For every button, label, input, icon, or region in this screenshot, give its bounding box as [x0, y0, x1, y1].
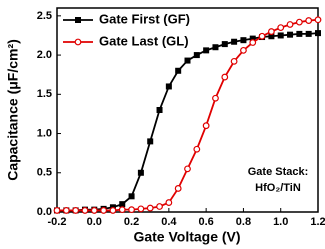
x-tick-label: 0.2 — [124, 216, 139, 228]
x-tick-label: 1.0 — [273, 216, 288, 228]
data-point — [267, 28, 275, 35]
data-point — [305, 17, 313, 24]
data-point — [165, 83, 172, 90]
legend-marker — [74, 38, 82, 46]
data-point — [277, 32, 284, 39]
data-point — [100, 207, 108, 214]
data-point — [118, 206, 126, 214]
data-point — [202, 122, 210, 130]
x-tick-label: -0.2 — [48, 216, 67, 228]
data-point — [137, 169, 144, 176]
data-point — [128, 206, 135, 214]
x-tick-label: 0.0 — [87, 216, 102, 228]
data-point — [296, 30, 303, 37]
annotation: HfO₂/TiN — [255, 182, 301, 194]
x-tick-label: 0.4 — [161, 216, 177, 228]
data-point — [212, 94, 219, 102]
data-point — [165, 199, 173, 206]
data-point — [128, 193, 135, 200]
y-tick-label: 2.5 — [37, 10, 52, 22]
data-point — [62, 207, 70, 214]
data-point — [305, 30, 312, 37]
y-tick-label: 2.0 — [37, 49, 52, 61]
data-point — [109, 207, 117, 214]
data-point — [231, 38, 238, 45]
x-tick-label: 0.8 — [236, 216, 251, 228]
data-point — [193, 145, 201, 153]
data-point — [268, 33, 275, 40]
data-point — [249, 39, 257, 46]
data-point — [258, 32, 266, 40]
data-point — [53, 207, 61, 214]
data-point — [146, 204, 154, 212]
data-point — [137, 205, 145, 213]
data-point — [174, 185, 182, 192]
y-axis-label: Capacitance (μF/cm²) — [5, 39, 21, 181]
data-point — [81, 207, 89, 214]
data-point — [277, 24, 285, 32]
x-tick-label: 0.6 — [198, 216, 213, 228]
x-tick-label: 1.2 — [310, 216, 325, 228]
data-point — [221, 41, 228, 48]
data-point — [240, 37, 247, 44]
data-point — [90, 207, 98, 214]
data-point — [249, 35, 256, 42]
data-point — [240, 46, 247, 54]
y-tick-label: 1.0 — [37, 127, 52, 139]
data-point — [286, 21, 294, 28]
legend-marker — [75, 17, 81, 23]
data-point — [203, 47, 210, 54]
data-point — [184, 57, 191, 64]
data-point — [156, 203, 163, 210]
plot-frame — [56, 7, 319, 213]
annotation: Gate Stack: — [248, 166, 309, 178]
y-tick-label: 0.5 — [37, 167, 52, 179]
data-point — [156, 107, 163, 113]
legend-label: Gate Last (GL) — [99, 33, 189, 48]
data-point — [287, 31, 294, 38]
data-point — [147, 138, 154, 145]
data-point — [175, 67, 182, 74]
data-point — [184, 165, 191, 173]
x-axis-label: Gate Voltage (V) — [133, 229, 240, 245]
data-point — [72, 207, 80, 214]
data-point — [193, 52, 200, 59]
y-tick-label: 1.5 — [37, 88, 52, 100]
y-tick-label: 0.0 — [37, 206, 52, 218]
legend-label: Gate First (GF) — [99, 11, 190, 26]
data-point — [314, 16, 322, 24]
data-point — [295, 18, 303, 26]
data-point — [315, 30, 321, 37]
data-point — [221, 73, 229, 81]
data-point — [230, 57, 238, 65]
data-point — [212, 44, 219, 51]
data-point — [119, 201, 126, 208]
